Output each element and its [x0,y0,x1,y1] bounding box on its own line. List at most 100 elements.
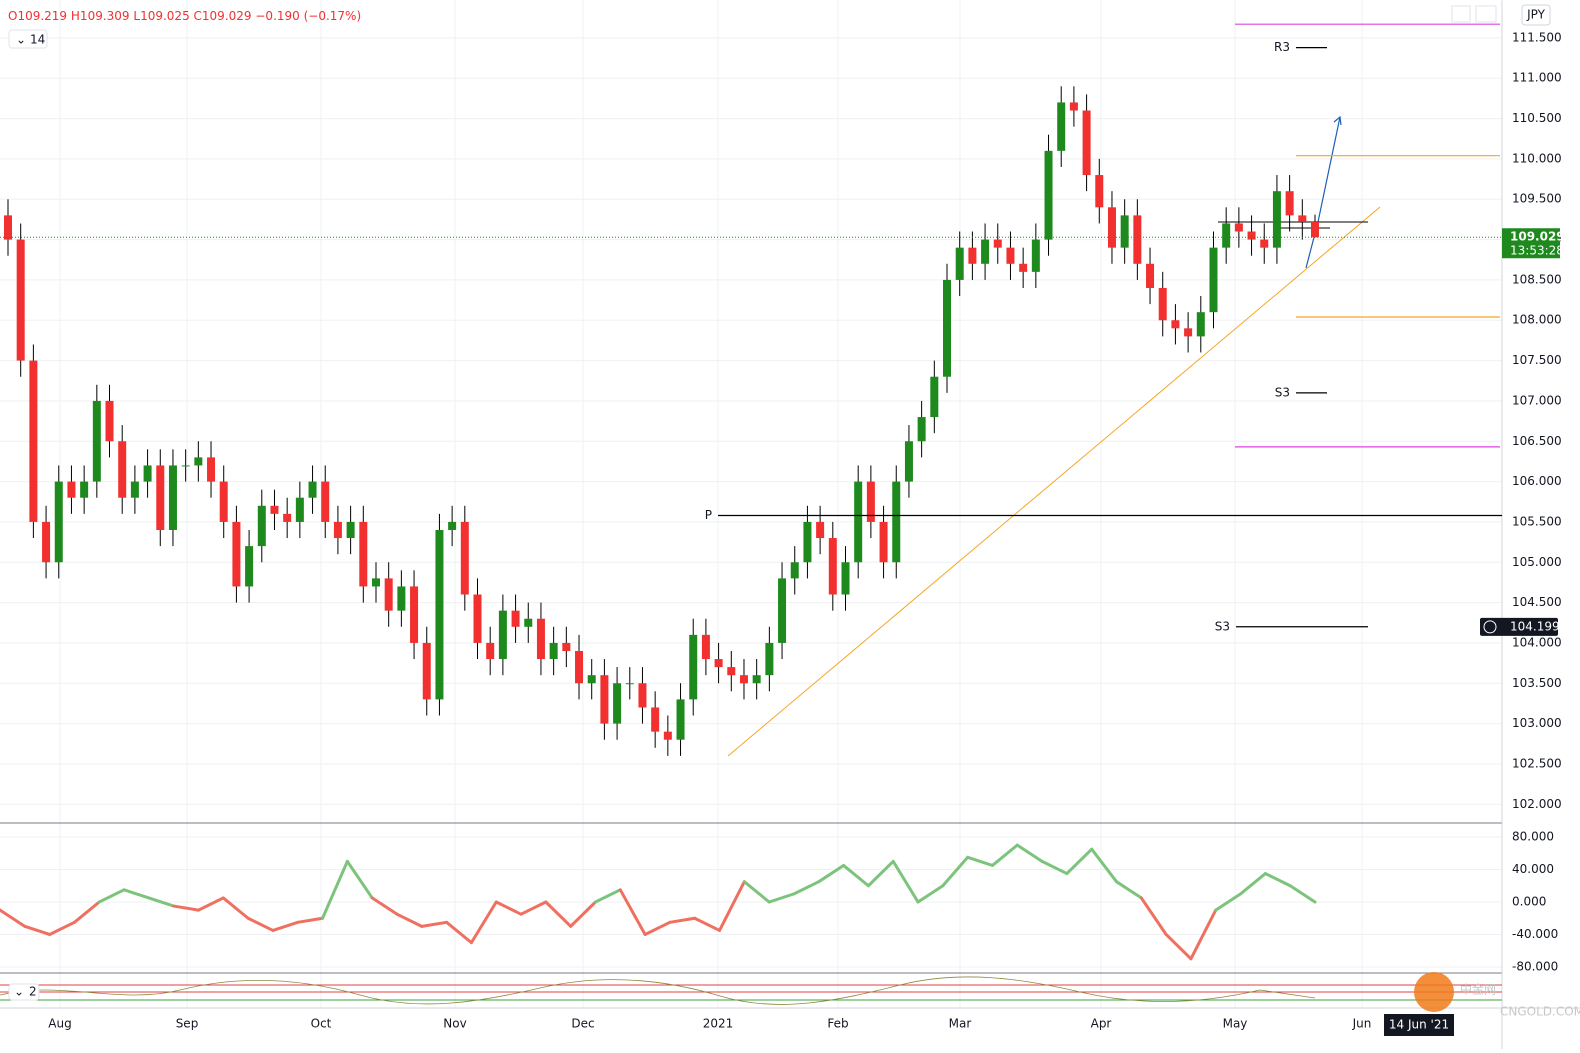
oscillator-segment [519,900,548,916]
candle-body [257,505,266,547]
candle-body [955,247,964,280]
dropdown-caret: ⌄ [16,33,26,47]
currency-label: JPY [1526,8,1546,22]
candle-body [1260,239,1269,248]
x-tick-label: Mar [949,1017,972,1031]
candle-body [422,642,431,700]
y-tick-label: 102.000 [1512,797,1562,811]
oscillator-segment [1288,884,1317,904]
candle-body [1209,247,1218,313]
y-tick-label: 110.000 [1512,151,1562,165]
candle-body [828,538,837,595]
panel-dropdown[interactable] [8,983,40,1001]
candle-body [752,675,761,684]
y-tick-label: 109.500 [1512,192,1562,206]
x-tick-label: Sep [176,1017,199,1031]
oscillator-segment [668,916,697,924]
oscillator-segment [1015,843,1044,863]
candle-body [968,247,977,264]
y-tick-label: 40.000 [1512,862,1554,876]
candle-body [207,457,216,482]
candle-body [245,546,254,587]
candle-body [613,683,622,724]
oscillator-segment [618,888,647,936]
candle-body [689,634,698,700]
watermark-sub: CNGOLD.COM.CN [1500,1005,1580,1019]
y-tick-label: 111.000 [1512,71,1562,85]
candle-body [1272,191,1281,248]
x-tick-label: Jun [1352,1017,1372,1031]
level-label: P [705,508,712,522]
oscillator-segment [221,896,250,920]
candle-body [536,618,545,660]
oscillator-segment [569,900,597,928]
oscillator-segment [147,896,176,908]
date-marker: 14 Jun '21 [1389,1018,1449,1032]
candle-body [16,239,25,361]
oscillator-segment [742,880,771,904]
x-tick-label: Nov [443,1017,466,1031]
candle-body [29,360,38,522]
y-tick-label: 106.000 [1512,474,1562,488]
level-label: S3 [1215,619,1230,633]
candle-body [1222,223,1231,248]
candle-body [803,521,812,563]
candle-body [194,457,203,466]
oscillator-segment [693,916,722,932]
candle-body [270,505,279,514]
candle-body [333,521,342,539]
candle-body [1006,247,1015,264]
oscillator-segment [395,912,424,928]
candle-body [1120,215,1129,248]
oscillator-segment [445,920,473,945]
y-tick-label: 107.500 [1512,353,1562,367]
scroll-button[interactable] [1451,5,1471,23]
oscillator-segment [866,859,895,888]
candle-body [1082,110,1091,176]
candle-body [651,707,660,732]
x-tick-label: Feb [827,1017,848,1031]
currency-button[interactable] [1521,4,1551,26]
candle-body [1019,263,1028,272]
candle-body [511,610,520,627]
y-tick-label: 104.000 [1512,635,1562,649]
candle-body [575,650,584,684]
candle-body [562,642,571,651]
candle-body [410,586,419,643]
candle-body [1044,150,1053,240]
oscillator-segment [97,888,126,904]
date-marker-box [1384,1014,1454,1036]
oscillator-segment [842,863,870,888]
oscillator-segment [72,900,101,924]
watermark-logo [1414,972,1454,1012]
candle-body [1057,102,1066,151]
fullscreen-button[interactable] [1475,5,1497,23]
oscillator-segment [296,916,325,924]
candle-body [587,675,596,684]
candle-body [1285,191,1294,216]
oscillator-segment [593,888,622,904]
dropdown-caret: ⌄ [14,985,24,999]
candle-body [917,417,926,442]
y-tick-label: 108.500 [1512,272,1562,286]
oscillator-segment [246,916,275,932]
candle-body [130,481,139,498]
candle-body [701,634,710,660]
candle-body [1158,287,1167,321]
candle-body [930,376,939,418]
oscillator-segment [271,920,300,932]
watermark: 中金网 [1460,982,1496,997]
candle-body [486,642,495,660]
oscillator-segment [916,884,945,904]
candle-body [156,465,165,530]
candle-body [118,441,127,498]
interval-dropdown[interactable] [8,29,48,49]
level-label: R3 [1274,40,1290,54]
candle-body [1247,231,1256,240]
candle-body [816,521,825,539]
candle-body [625,683,634,685]
add-button [1483,620,1497,634]
candle-body [1298,215,1307,222]
candle-body [448,521,457,530]
